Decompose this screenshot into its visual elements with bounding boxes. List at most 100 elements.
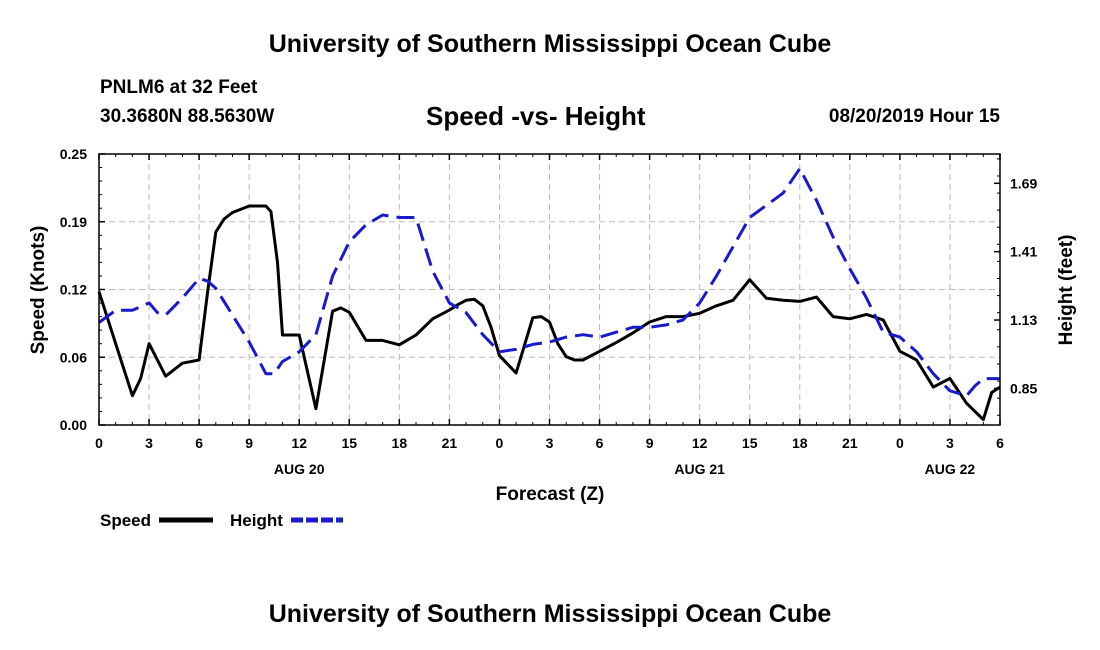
speed-data-point [515, 372, 517, 374]
speed-data-point [432, 318, 434, 320]
speed-data-point [276, 261, 278, 263]
y-left-tick-label: 0.00 [60, 417, 87, 433]
height-data-point [273, 373, 275, 375]
height-data-point [815, 199, 817, 201]
speed-data-point [782, 299, 784, 301]
speed-data-point [557, 343, 559, 345]
speed-data-point [965, 402, 967, 404]
height-data-point [206, 280, 208, 282]
y-right-tick-label: 1.41 [1010, 244, 1037, 260]
height-data-point [181, 297, 183, 299]
speed-data-point [248, 205, 250, 207]
x-tick-label: 6 [195, 435, 203, 451]
speed-data-point [148, 343, 150, 345]
speed-data-point [365, 339, 367, 341]
height-data-point [415, 216, 417, 218]
speed-data-point [331, 310, 333, 312]
speed-data-point [648, 321, 650, 323]
chart-title: Speed -vs- Height [426, 101, 646, 131]
x-tick-label: 3 [946, 435, 954, 451]
page-title: University of Southern Mississippi Ocean… [268, 30, 832, 58]
height-data-point [265, 373, 267, 375]
y-left-tick-label: 0.25 [60, 146, 87, 162]
speed-data-point [615, 341, 617, 343]
x-tick-label: 18 [792, 435, 808, 451]
height-data-point [799, 167, 801, 169]
legend-label-height: Height [230, 511, 283, 530]
speed-data-point [415, 334, 417, 336]
speed-data-point [849, 318, 851, 320]
footer-title: University of Southern Mississippi Ocean… [268, 600, 832, 628]
x-tick-label: 3 [546, 435, 554, 451]
x-tick-label: 3 [145, 435, 153, 451]
chart-grid [99, 154, 1000, 425]
speed-data-point [749, 279, 751, 281]
x-tick-label: 0 [896, 435, 904, 451]
x-tick-label: 21 [442, 435, 458, 451]
speed-data-point [223, 218, 225, 220]
speed-data-point [732, 299, 734, 301]
speed-data-point [473, 298, 475, 300]
x-tick-label: 15 [742, 435, 758, 451]
speed-data-point [381, 339, 383, 341]
speed-data-point [448, 309, 450, 311]
height-data-point [114, 309, 116, 311]
speed-data-point [899, 350, 901, 352]
speed-data-point [215, 231, 217, 233]
height-data-point [849, 268, 851, 270]
chart-legend: Speed Height [100, 511, 343, 530]
height-data-point [432, 270, 434, 272]
height-data-point [565, 336, 567, 338]
height-data-point [865, 297, 867, 299]
speed-data-point [465, 299, 467, 301]
height-data-point [398, 216, 400, 218]
height-data-point [749, 216, 751, 218]
speed-data-point [206, 292, 208, 294]
legend-label-speed: Speed [100, 511, 151, 530]
speed-data-point [298, 334, 300, 336]
y-right-tick-label: 1.13 [1010, 312, 1037, 328]
height-data-point [632, 326, 634, 328]
speed-data-point [915, 359, 917, 361]
speed-series-line [97, 204, 1001, 422]
height-data-point [782, 192, 784, 194]
height-data-point [498, 351, 500, 353]
height-data-point [715, 275, 717, 277]
x-tick-label: 0 [496, 435, 504, 451]
y-axis-left-label: Speed (Knots) [28, 226, 49, 355]
height-data-point [582, 333, 584, 335]
speed-data-point [181, 362, 183, 364]
x-tick-label: 15 [341, 435, 357, 451]
height-data-point [348, 241, 350, 243]
y-left-tick-label: 0.06 [60, 349, 87, 365]
height-data-point [515, 348, 517, 350]
height-data-point [832, 236, 834, 238]
speed-data-point [715, 305, 717, 307]
chart-ticks: 0 3 6 9 12 15 18 21 0 3 6 9 12 15 18 21 0 3 6 AUG 20 AUG 21 A… [60, 146, 1038, 477]
speed-data-point [598, 350, 600, 352]
speed-data-point [281, 334, 283, 336]
height-data-point [882, 331, 884, 333]
height-data-point [899, 336, 901, 338]
x-axis-label: Forecast (Z) [496, 484, 605, 505]
height-data-point [365, 224, 367, 226]
y-left-tick-label: 0.12 [60, 282, 87, 298]
height-data-point [765, 204, 767, 206]
speed-data-point [882, 319, 884, 321]
speed-data-point [949, 377, 951, 379]
height-data-point [598, 336, 600, 338]
speed-data-point [532, 316, 534, 318]
y-right-tick-label: 0.85 [1010, 380, 1037, 396]
date-label: AUG 21 [674, 461, 725, 477]
height-data-point [982, 377, 984, 379]
speed-data-point [907, 354, 909, 356]
speed-data-point [573, 359, 575, 361]
speed-data-point [982, 418, 984, 420]
speed-data-point [457, 303, 459, 305]
height-series-line [98, 167, 1000, 398]
x-tick-label: 18 [392, 435, 408, 451]
speed-data-point [632, 332, 634, 334]
height-data-point [448, 302, 450, 304]
speed-data-point [815, 296, 817, 298]
